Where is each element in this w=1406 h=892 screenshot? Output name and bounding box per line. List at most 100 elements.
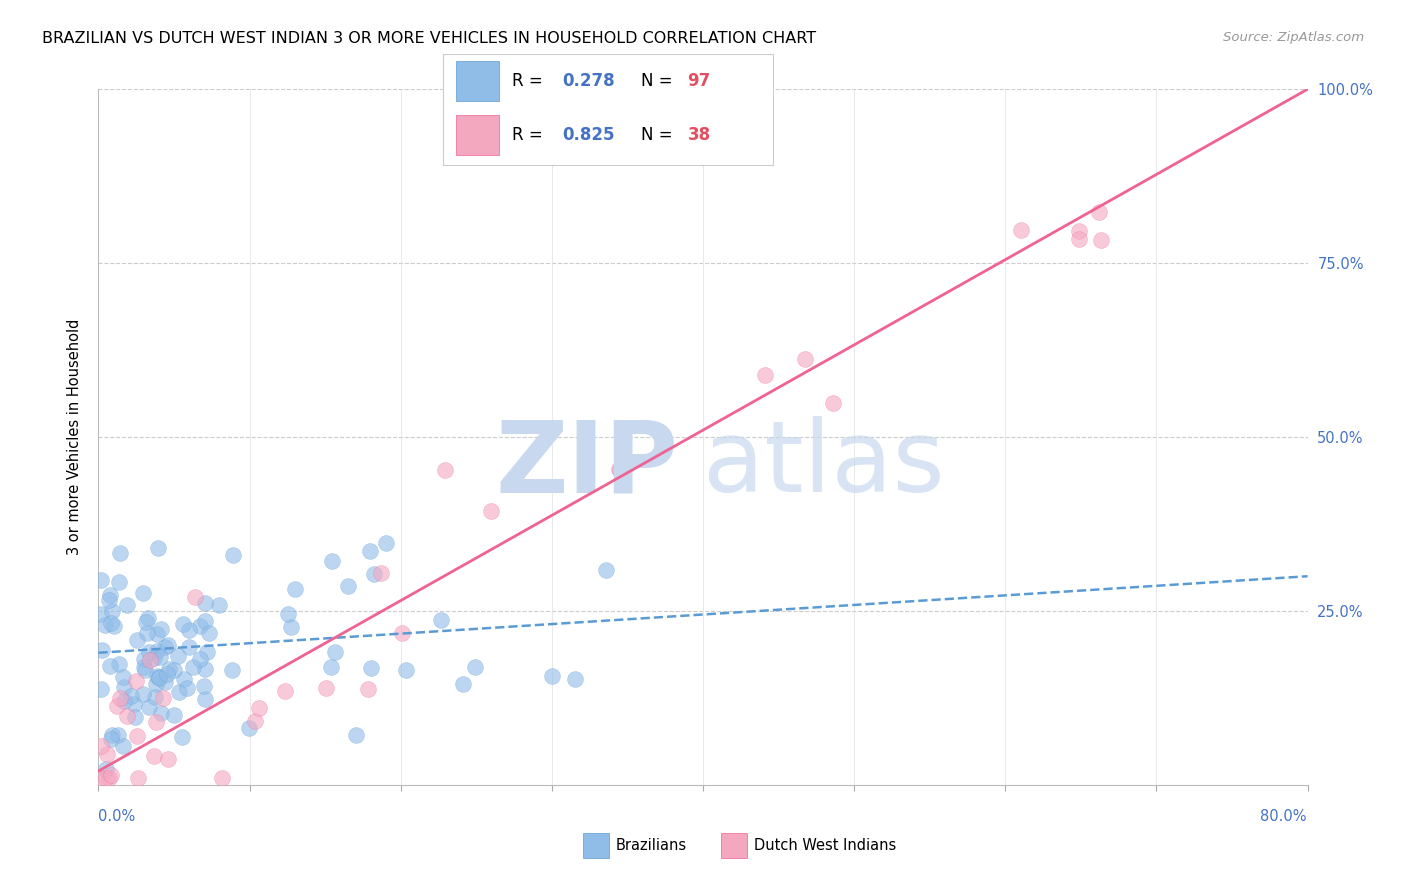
Point xyxy=(193,679,215,693)
Point xyxy=(127,771,149,785)
Point xyxy=(125,673,148,688)
Point xyxy=(148,671,170,685)
Point xyxy=(1090,233,1112,247)
Point xyxy=(138,699,160,714)
Point xyxy=(315,681,337,695)
Text: R =: R = xyxy=(512,126,548,144)
Point xyxy=(96,747,118,761)
Point xyxy=(90,573,112,587)
Point xyxy=(100,615,122,630)
Point xyxy=(127,633,149,648)
Point xyxy=(391,625,413,640)
Point xyxy=(103,619,125,633)
Point xyxy=(146,541,169,555)
Point xyxy=(155,640,177,654)
Point xyxy=(138,645,160,659)
Point xyxy=(607,462,630,476)
Point xyxy=(359,544,381,558)
Point xyxy=(181,659,204,673)
Point xyxy=(430,613,453,627)
Point xyxy=(1011,223,1033,237)
Point xyxy=(145,627,167,641)
Point xyxy=(194,614,217,628)
Point xyxy=(107,657,129,672)
Point xyxy=(208,599,231,613)
Point xyxy=(143,690,166,704)
Point xyxy=(609,463,631,477)
Point xyxy=(163,664,186,678)
Text: Brazilians: Brazilians xyxy=(616,838,688,853)
Point xyxy=(277,607,299,621)
Point xyxy=(323,645,346,659)
Point xyxy=(90,739,112,753)
Point xyxy=(157,662,180,676)
Point xyxy=(100,732,122,747)
Text: 80.0%: 80.0% xyxy=(1260,809,1306,823)
Text: BRAZILIAN VS DUTCH WEST INDIAN 3 OR MORE VEHICLES IN HOUSEHOLD CORRELATION CHART: BRAZILIAN VS DUTCH WEST INDIAN 3 OR MORE… xyxy=(42,31,817,46)
Point xyxy=(108,574,131,589)
Point xyxy=(1087,205,1109,219)
Point xyxy=(108,546,131,560)
Point xyxy=(124,710,146,724)
Point xyxy=(145,715,167,730)
Point xyxy=(91,643,114,657)
Point xyxy=(134,664,156,678)
Point xyxy=(179,623,201,637)
Point xyxy=(136,625,159,640)
Point xyxy=(108,691,131,706)
Text: ZIP: ZIP xyxy=(496,417,679,514)
Point xyxy=(90,607,112,622)
Point xyxy=(184,590,207,604)
Point xyxy=(754,368,776,382)
Point xyxy=(319,660,342,674)
Point xyxy=(115,709,138,723)
Text: 0.0%: 0.0% xyxy=(98,809,135,823)
Point xyxy=(132,652,155,666)
Point xyxy=(148,670,170,684)
Point xyxy=(194,692,217,706)
Point xyxy=(98,589,121,603)
Point xyxy=(360,660,382,674)
Point xyxy=(194,661,217,675)
Point xyxy=(395,663,418,677)
Point xyxy=(156,638,179,652)
Point xyxy=(155,674,177,689)
Point xyxy=(321,554,343,568)
Point xyxy=(98,771,121,785)
Point xyxy=(114,693,136,707)
Point xyxy=(280,620,302,634)
Y-axis label: 3 or more Vehicles in Household: 3 or more Vehicles in Household xyxy=(67,319,83,555)
Point xyxy=(146,669,169,683)
Point xyxy=(221,664,243,678)
Point xyxy=(363,567,385,582)
Point xyxy=(274,683,297,698)
Point xyxy=(247,700,270,714)
Point xyxy=(337,579,360,593)
Point xyxy=(188,652,211,666)
Point xyxy=(370,566,392,581)
Text: N =: N = xyxy=(641,72,678,90)
Point xyxy=(132,586,155,600)
Point xyxy=(356,681,378,696)
Text: R =: R = xyxy=(512,72,548,90)
Point xyxy=(156,666,179,681)
Text: 0.825: 0.825 xyxy=(562,126,614,144)
Text: atlas: atlas xyxy=(703,417,945,514)
Point xyxy=(90,682,112,697)
Point xyxy=(143,748,166,763)
Point xyxy=(167,649,190,664)
Point xyxy=(112,670,135,684)
Point xyxy=(172,730,194,744)
Point xyxy=(176,681,198,695)
Point xyxy=(793,352,815,367)
Text: 38: 38 xyxy=(688,126,710,144)
Text: N =: N = xyxy=(641,126,678,144)
Point xyxy=(222,548,245,562)
Point xyxy=(100,768,122,782)
Point xyxy=(135,615,157,629)
Text: Source: ZipAtlas.com: Source: ZipAtlas.com xyxy=(1223,31,1364,45)
Point xyxy=(188,618,211,632)
Text: 0.278: 0.278 xyxy=(562,72,614,90)
Point xyxy=(211,771,233,785)
Point xyxy=(195,645,218,659)
